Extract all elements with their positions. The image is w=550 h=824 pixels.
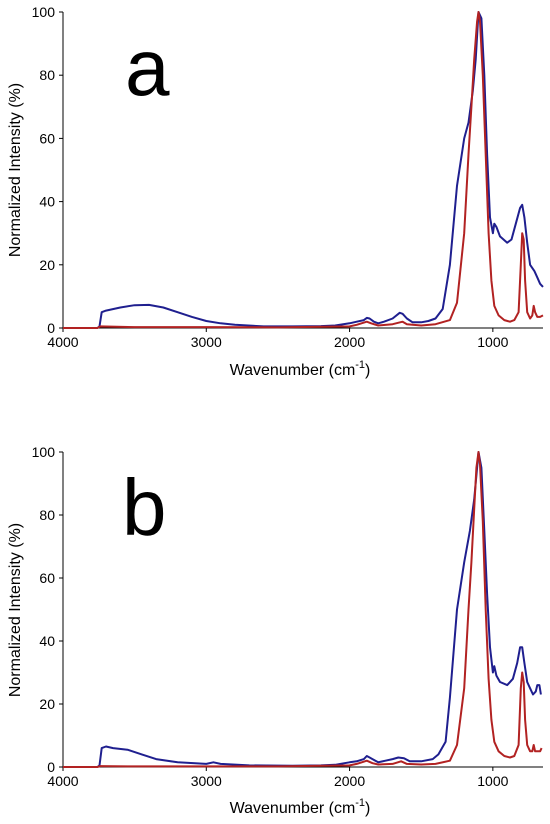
x-axis-title-sup: -1 bbox=[355, 797, 365, 809]
y-tick-label: 40 bbox=[39, 194, 55, 210]
panel-label: b bbox=[122, 463, 167, 552]
y-axis-title: Normalized Intensity (%) bbox=[7, 523, 24, 697]
y-tick-label: 100 bbox=[32, 4, 56, 20]
x-tick-label: 1000 bbox=[477, 334, 508, 350]
series-line-1 bbox=[63, 11, 544, 329]
x-axis-title-main: Wavenumber (cm bbox=[230, 362, 356, 379]
chart-panel-b: 0 20 40 60 80 100 4000 3000 2000 1000 b Normaliz… bbox=[7, 444, 543, 817]
x-axis-title-close: ) bbox=[365, 800, 370, 817]
y-tick-label: 0 bbox=[47, 759, 55, 775]
y-tick-label: 40 bbox=[39, 633, 55, 649]
x-tick-label: 3000 bbox=[191, 334, 222, 350]
series-line-2 bbox=[63, 11, 544, 329]
x-tick-label: 3000 bbox=[191, 773, 222, 789]
y-tick-label: 80 bbox=[39, 507, 55, 523]
series-line-2 bbox=[63, 451, 543, 768]
x-axis-title: Wavenumber (cm-1) bbox=[230, 797, 371, 817]
series-group bbox=[63, 11, 544, 329]
x-axis-title: Wavenumber (cm-1) bbox=[230, 359, 371, 379]
y-tick-label: 60 bbox=[39, 570, 55, 586]
y-tick-group: 0 20 40 60 80 100 bbox=[32, 4, 63, 336]
x-tick-label: 1000 bbox=[477, 773, 508, 789]
chart-panel-a: 0 20 40 60 80 100 4000 3000 2000 1000 a Normaliz… bbox=[7, 4, 544, 379]
x-tick-group: 4000 3000 2000 1000 bbox=[47, 328, 509, 350]
y-tick-label: 20 bbox=[39, 257, 55, 273]
series-line-1 bbox=[63, 451, 542, 768]
panel-label: a bbox=[125, 23, 170, 112]
x-axis-title-close: ) bbox=[365, 362, 370, 379]
x-tick-group: 4000 3000 2000 1000 bbox=[47, 767, 509, 789]
x-axis-title-main: Wavenumber (cm bbox=[230, 800, 356, 817]
y-tick-label: 100 bbox=[32, 444, 56, 460]
x-tick-label: 2000 bbox=[334, 334, 365, 350]
y-tick-group: 0 20 40 60 80 100 bbox=[32, 444, 63, 775]
x-tick-label: 2000 bbox=[334, 773, 365, 789]
y-tick-label: 0 bbox=[47, 320, 55, 336]
y-tick-label: 60 bbox=[39, 130, 55, 146]
x-axis-title-sup: -1 bbox=[355, 359, 365, 371]
x-tick-label: 4000 bbox=[47, 334, 78, 350]
series-group bbox=[63, 451, 543, 768]
y-tick-label: 20 bbox=[39, 696, 55, 712]
y-tick-label: 80 bbox=[39, 67, 55, 83]
x-tick-label: 4000 bbox=[47, 773, 78, 789]
y-axis-title: Normalized Intensity (%) bbox=[7, 83, 24, 257]
